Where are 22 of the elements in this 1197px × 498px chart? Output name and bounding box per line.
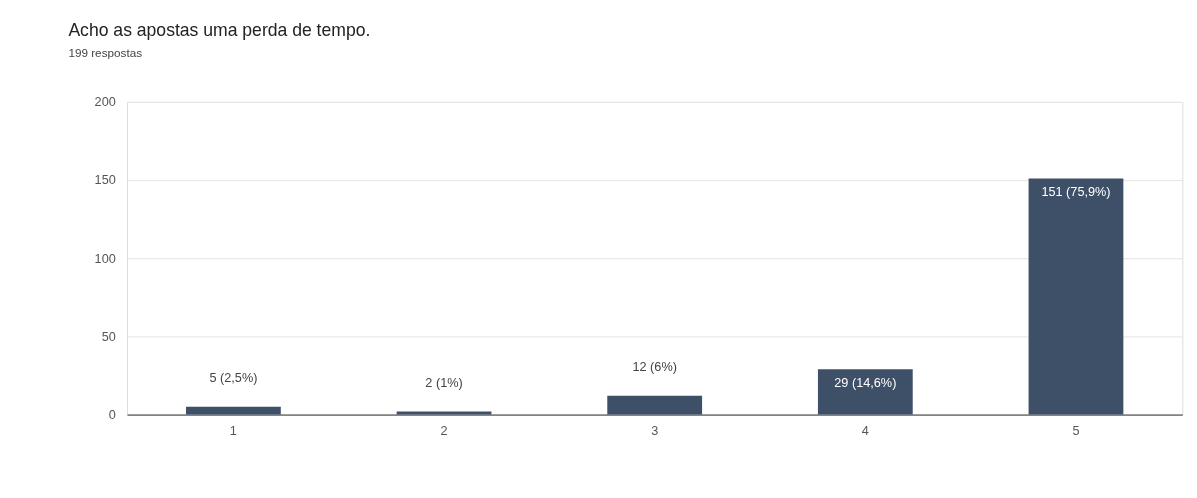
data-label: 2 (1%) — [425, 376, 463, 391]
x-tick-label: 2 — [440, 423, 448, 438]
bar — [607, 395, 703, 415]
bar — [1028, 178, 1124, 415]
bar — [186, 406, 281, 415]
data-label: 29 (14,6%) — [834, 375, 897, 390]
bar — [817, 369, 913, 415]
y-tick-label: 100 — [94, 251, 116, 266]
y-tick-label: 50 — [101, 329, 116, 344]
x-tick-label: 3 — [651, 423, 659, 438]
chart-title: Acho as apostas uma perda de tempo. — [68, 20, 371, 41]
data-label: 12 (6%) — [632, 360, 677, 375]
chart-subtitle: 199 respostas — [68, 45, 143, 59]
x-tick-label: 5 — [1072, 423, 1080, 438]
x-tick-label: 4 — [861, 423, 869, 438]
y-tick-label: 150 — [94, 173, 116, 188]
y-tick-label: 200 — [94, 95, 116, 110]
data-label: 151 (75,9%) — [1041, 185, 1111, 200]
bar — [396, 411, 492, 415]
y-tick-label: 0 — [108, 407, 116, 422]
x-tick-label: 1 — [229, 423, 237, 438]
data-label: 5 (2,5%) — [209, 371, 258, 386]
